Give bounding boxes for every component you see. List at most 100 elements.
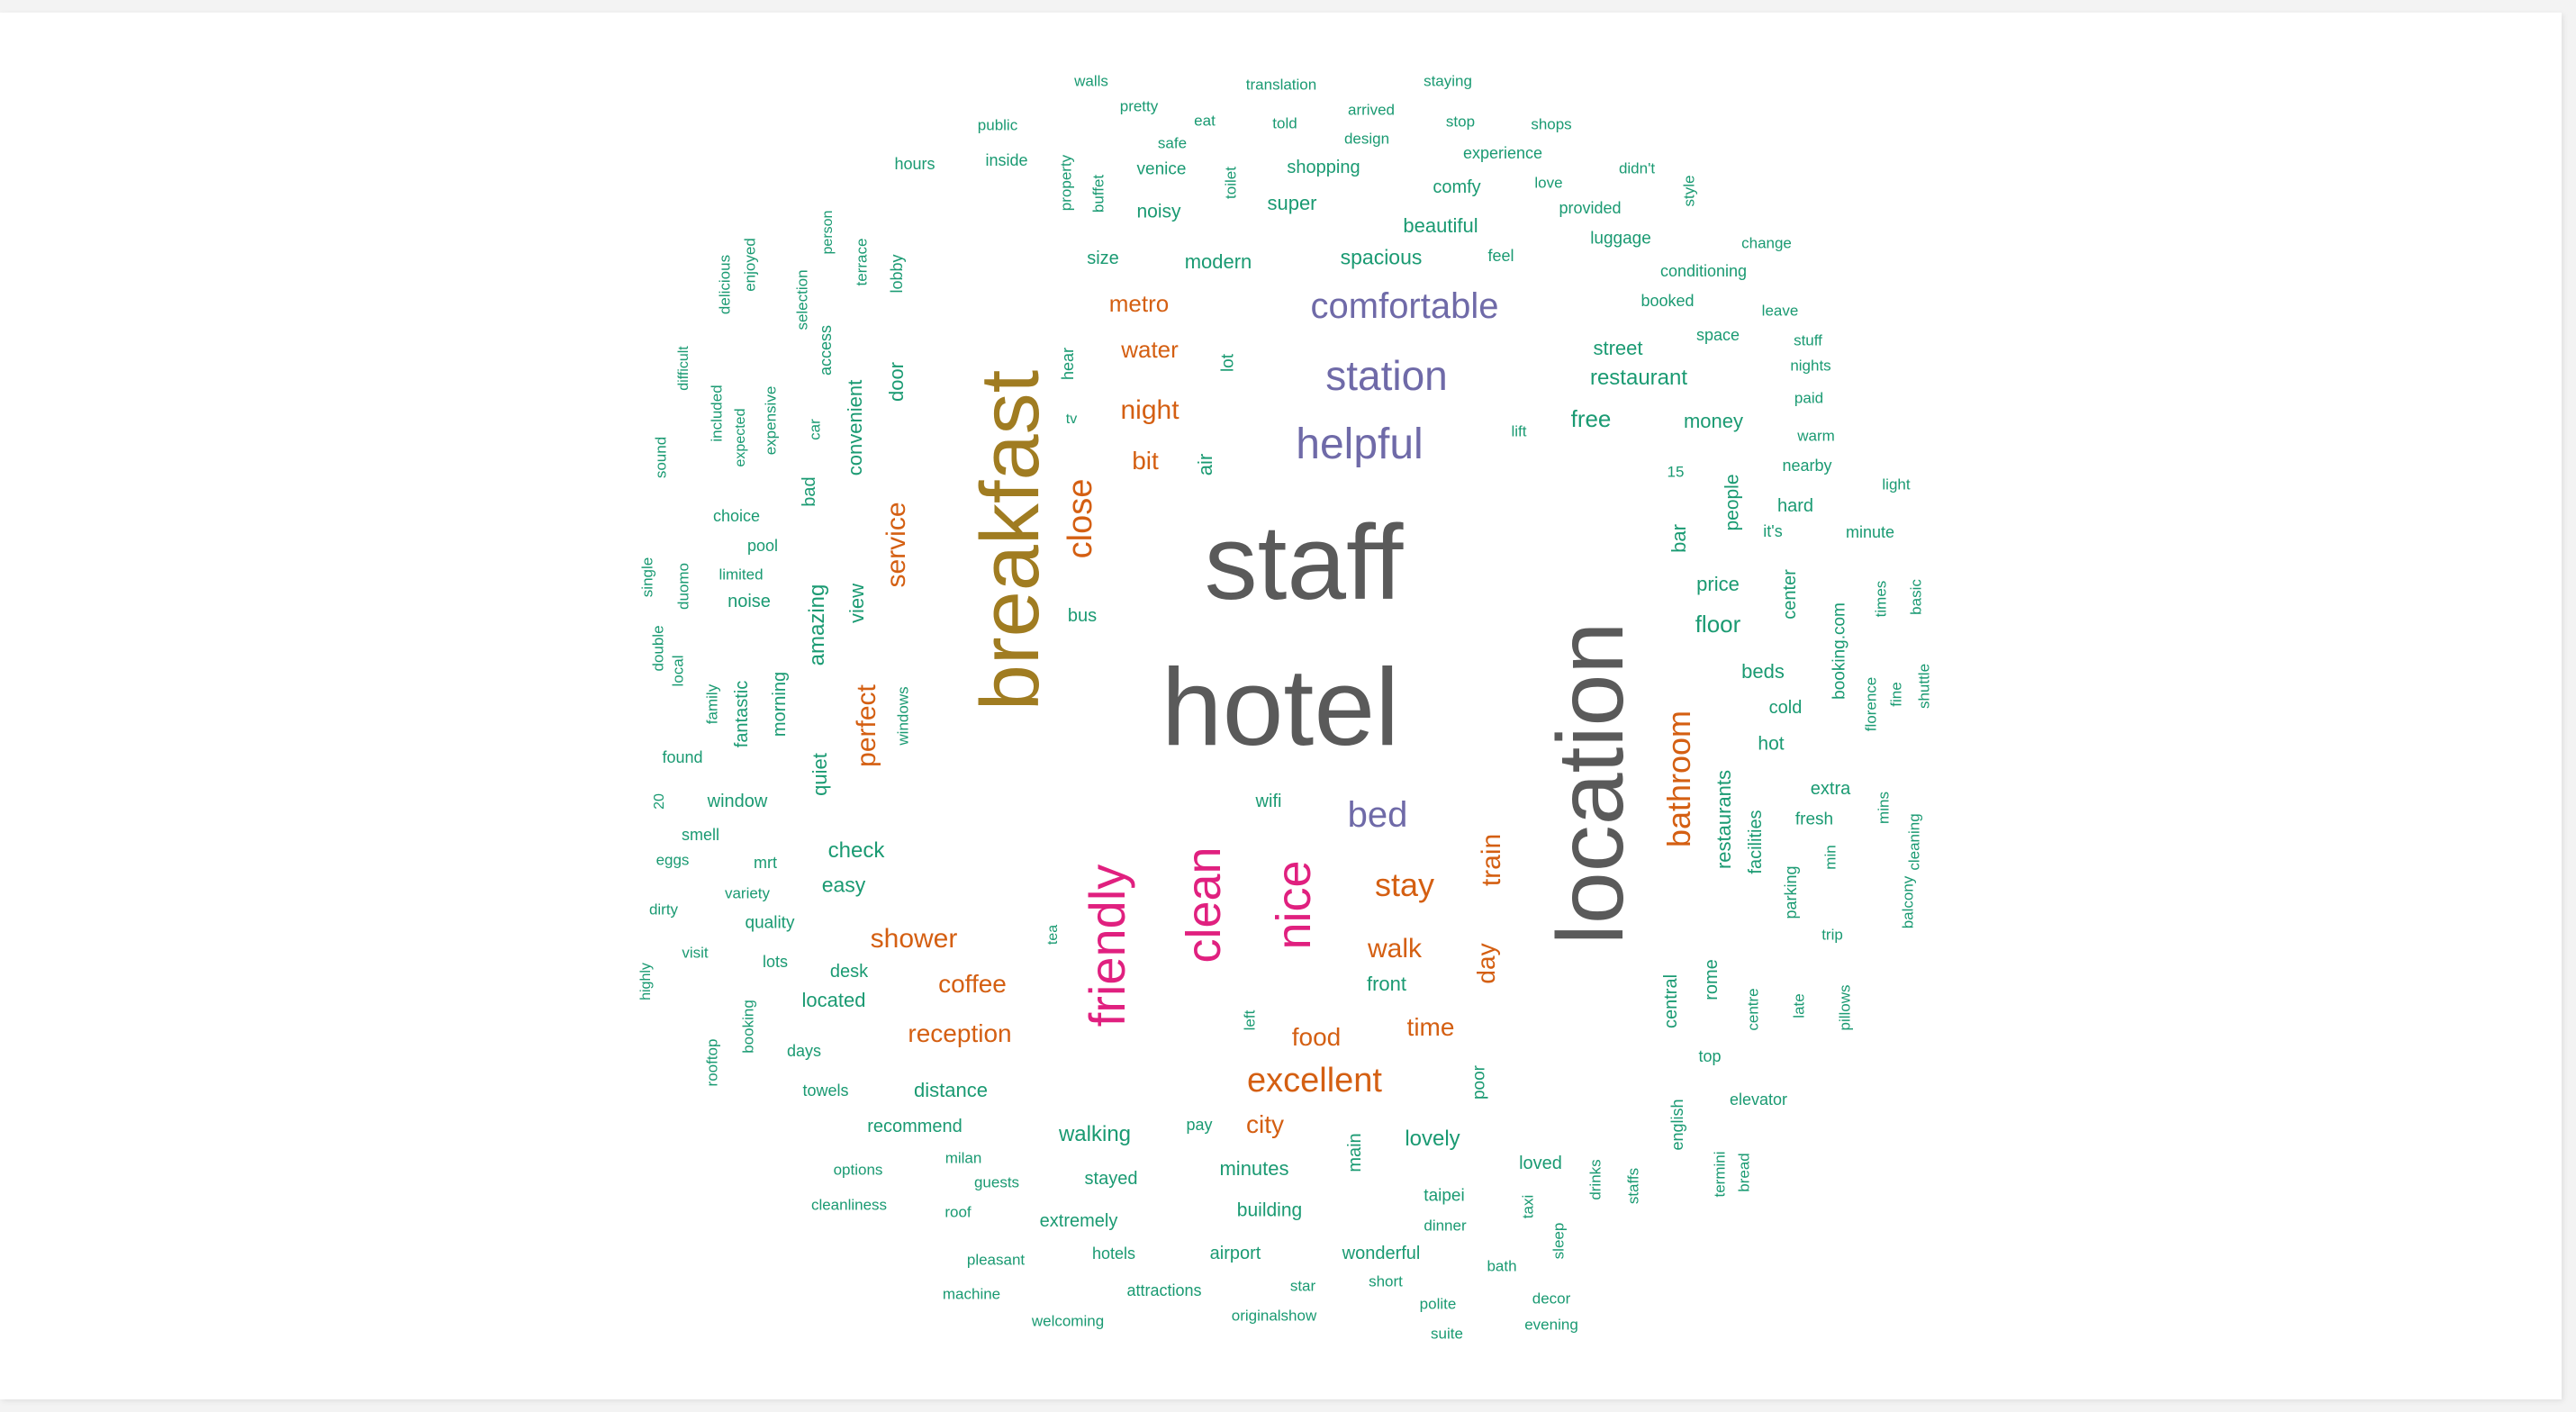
word-polite: polite	[1419, 1295, 1457, 1313]
word-morning: morning	[770, 671, 790, 738]
word-booked: booked	[1641, 292, 1695, 310]
word-poor: poor	[1469, 1064, 1489, 1100]
word-included: included	[708, 385, 726, 442]
word-limited: limited	[719, 566, 764, 584]
word-convenient: convenient	[844, 379, 866, 476]
word-hard: hard	[1776, 496, 1814, 516]
word-extra: extra	[1810, 779, 1851, 799]
word-star: star	[1289, 1277, 1316, 1295]
word-expensive: expensive	[762, 385, 780, 456]
word-facilities: facilities	[1746, 810, 1766, 874]
word-recommend: recommend	[867, 1117, 963, 1136]
word-access: access	[817, 324, 835, 376]
word-feel: feel	[1487, 247, 1514, 265]
word-termini: termini	[1711, 1151, 1729, 1198]
word-dinner: dinner	[1424, 1217, 1467, 1235]
word-basic: basic	[1907, 579, 1925, 615]
word-minutes: minutes	[1219, 1157, 1289, 1180]
word-roof: roof	[945, 1203, 972, 1221]
word-shopping: shopping	[1287, 158, 1360, 177]
word-staying: staying	[1424, 72, 1472, 90]
word-located: located	[801, 989, 866, 1011]
word-front: front	[1366, 973, 1407, 995]
word-love: love	[1534, 174, 1563, 192]
word-attractions: attractions	[1126, 1281, 1202, 1299]
word-train: train	[1477, 833, 1506, 887]
word-location: location	[1539, 621, 1643, 946]
word-excellent: excellent	[1247, 1062, 1382, 1100]
word-change: change	[1741, 234, 1792, 252]
word-stop: stop	[1445, 113, 1476, 131]
word-double: double	[649, 625, 667, 672]
word-cleaning: cleaning	[1905, 813, 1923, 871]
word-local: local	[669, 655, 687, 687]
word-parking: parking	[1782, 865, 1800, 919]
word-night: night	[1120, 395, 1180, 425]
word-clean: clean	[1177, 846, 1231, 964]
word-paid: paid	[1794, 389, 1824, 407]
word-spacious: spacious	[1340, 245, 1423, 269]
word-hours: hours	[894, 155, 935, 173]
word-hotels: hotels	[1091, 1245, 1136, 1263]
word-comfy: comfy	[1433, 177, 1481, 197]
cloud-panel	[0, 13, 2562, 1399]
word-warm: warm	[1797, 427, 1835, 445]
word-comfortable: comfortable	[1310, 286, 1499, 326]
word-people: people	[1722, 474, 1743, 531]
word-translation: translation	[1245, 76, 1317, 94]
word-smell: smell	[681, 826, 720, 844]
word-times: times	[1872, 580, 1890, 618]
word-staffs: staffs	[1624, 1167, 1642, 1205]
word-highly: highly	[638, 963, 654, 1000]
word-pillows: pillows	[1836, 984, 1854, 1031]
word-leave: leave	[1761, 302, 1799, 320]
word-street: street	[1593, 337, 1643, 359]
word-beautiful: beautiful	[1403, 214, 1478, 237]
word-windows: windows	[894, 686, 912, 746]
word-15: 15	[1667, 463, 1685, 481]
word-eat: eat	[1194, 112, 1216, 130]
word-options: options	[833, 1161, 883, 1179]
word-left: left	[1241, 1009, 1259, 1031]
word-light: light	[1882, 475, 1911, 493]
word-difficult: difficult	[676, 346, 691, 391]
word-style: style	[1680, 175, 1698, 207]
word-expected: expected	[733, 408, 748, 467]
word-bit: bit	[1132, 447, 1159, 475]
word-late: late	[1790, 993, 1808, 1018]
word-safe: safe	[1157, 134, 1188, 152]
word-pool: pool	[746, 537, 779, 555]
word-space: space	[1695, 326, 1740, 344]
word-top: top	[1698, 1047, 1722, 1065]
word-didn-t: didn't	[1618, 159, 1656, 177]
word-close: close	[1062, 478, 1099, 559]
word-extremely: extremely	[1039, 1211, 1118, 1231]
word-view: view	[845, 583, 868, 624]
word-pleasant: pleasant	[966, 1251, 1026, 1269]
word-tv: tv	[1065, 412, 1078, 427]
word-lot: lot	[1218, 353, 1238, 373]
word-lovely: lovely	[1405, 1127, 1460, 1151]
word-lots: lots	[762, 953, 789, 971]
word-cleanliness: cleanliness	[810, 1196, 888, 1214]
word-terrace: terrace	[853, 238, 871, 286]
word-coffee: coffee	[938, 970, 1007, 998]
word-check: check	[827, 838, 885, 863]
word-central: central	[1661, 973, 1681, 1029]
word-booking: booking	[739, 1000, 757, 1054]
word-pay: pay	[1186, 1116, 1213, 1134]
word-wifi: wifi	[1255, 792, 1282, 811]
word-minute: minute	[1845, 523, 1895, 541]
word-taipei: taipei	[1424, 1186, 1465, 1206]
word-decor: decor	[1532, 1290, 1571, 1308]
word-luggage: luggage	[1590, 229, 1651, 249]
word-variety: variety	[724, 884, 771, 902]
word-design: design	[1343, 130, 1390, 148]
word-dirty: dirty	[648, 901, 679, 919]
word-money: money	[1683, 410, 1744, 432]
word-helpful: helpful	[1296, 421, 1424, 468]
word-loved: loved	[1519, 1154, 1562, 1173]
word-family: family	[703, 683, 721, 725]
word-provided: provided	[1559, 199, 1622, 217]
word-experience: experience	[1462, 144, 1543, 162]
